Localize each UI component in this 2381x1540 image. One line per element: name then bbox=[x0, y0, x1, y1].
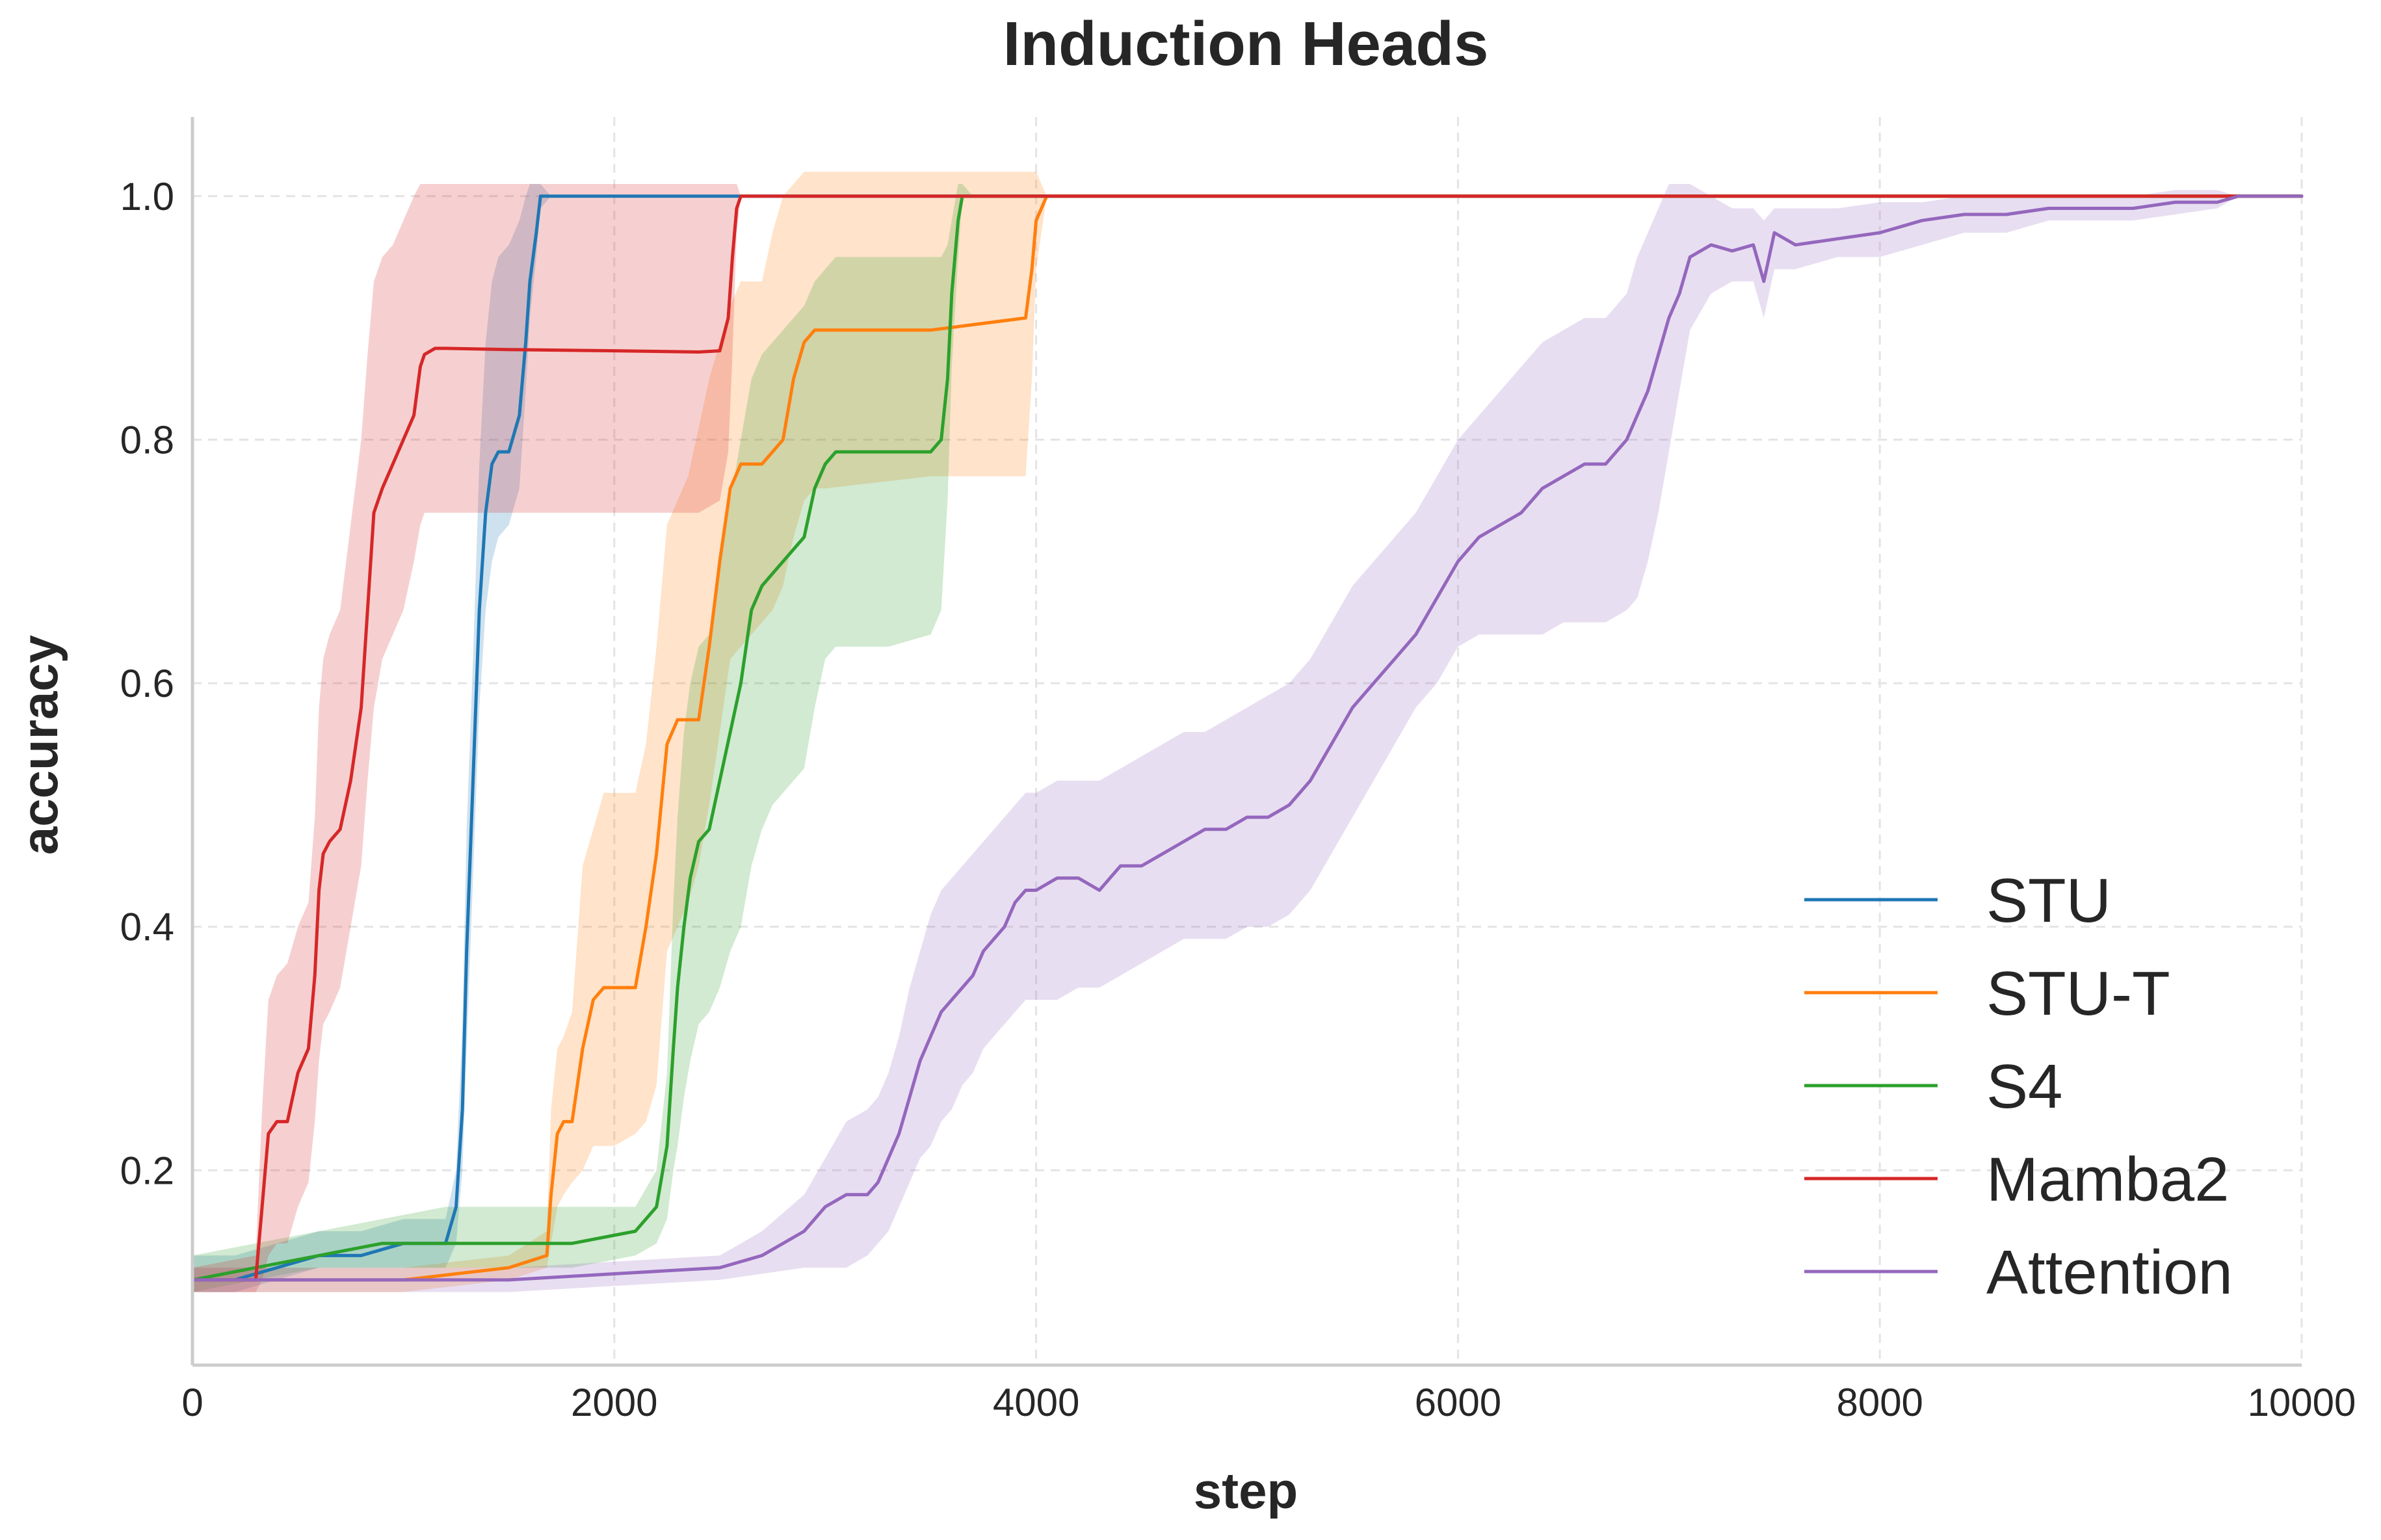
y-tick-label: 0.2 bbox=[120, 1149, 174, 1192]
confidence-bands bbox=[192, 172, 2302, 1292]
line-attention bbox=[191, 194, 2304, 1282]
band-mamba2 bbox=[192, 184, 2302, 1292]
legend-label-attention: Attention bbox=[1986, 1238, 2233, 1307]
band-stu-t bbox=[192, 172, 2302, 1292]
band-attention bbox=[192, 184, 2302, 1292]
y-axis-label: accuracy bbox=[11, 635, 68, 855]
x-axis-label: step bbox=[1194, 1462, 1298, 1519]
line-stu bbox=[191, 194, 2304, 1282]
chart-title: Induction Heads bbox=[1003, 9, 1489, 79]
line-s4 bbox=[191, 194, 2304, 1282]
y-tick-labels: 0.2 0.4 0.6 0.8 1.0 bbox=[120, 175, 174, 1193]
legend-label-mamba2: Mamba2 bbox=[1986, 1145, 2230, 1214]
x-tick-label: 0 bbox=[181, 1381, 203, 1424]
x-tick-label: 2000 bbox=[571, 1381, 657, 1424]
legend-label-stu-t: STU-T bbox=[1986, 959, 2170, 1028]
x-tick-label: 4000 bbox=[993, 1381, 1079, 1424]
y-tick-label: 0.6 bbox=[120, 662, 174, 705]
y-tick-label: 1.0 bbox=[120, 175, 174, 218]
x-tick-label: 8000 bbox=[1836, 1381, 1923, 1424]
y-tick-label: 0.8 bbox=[120, 418, 174, 462]
x-tick-label: 10000 bbox=[2248, 1381, 2356, 1424]
line-stu-t bbox=[191, 194, 2304, 1282]
y-tick-label: 0.4 bbox=[120, 906, 174, 949]
legend-label-s4: S4 bbox=[1986, 1052, 2062, 1121]
series-lines bbox=[191, 194, 2304, 1282]
legend-label-stu: STU bbox=[1986, 866, 2111, 935]
x-tick-labels: 0 2000 4000 6000 8000 10000 bbox=[181, 1381, 2356, 1424]
legend: STU STU-T S4 Mamba2 Attention bbox=[1804, 866, 2233, 1307]
grid-lines bbox=[192, 117, 2303, 1365]
x-tick-label: 6000 bbox=[1415, 1381, 1501, 1424]
line-mamba2 bbox=[191, 194, 2304, 1282]
